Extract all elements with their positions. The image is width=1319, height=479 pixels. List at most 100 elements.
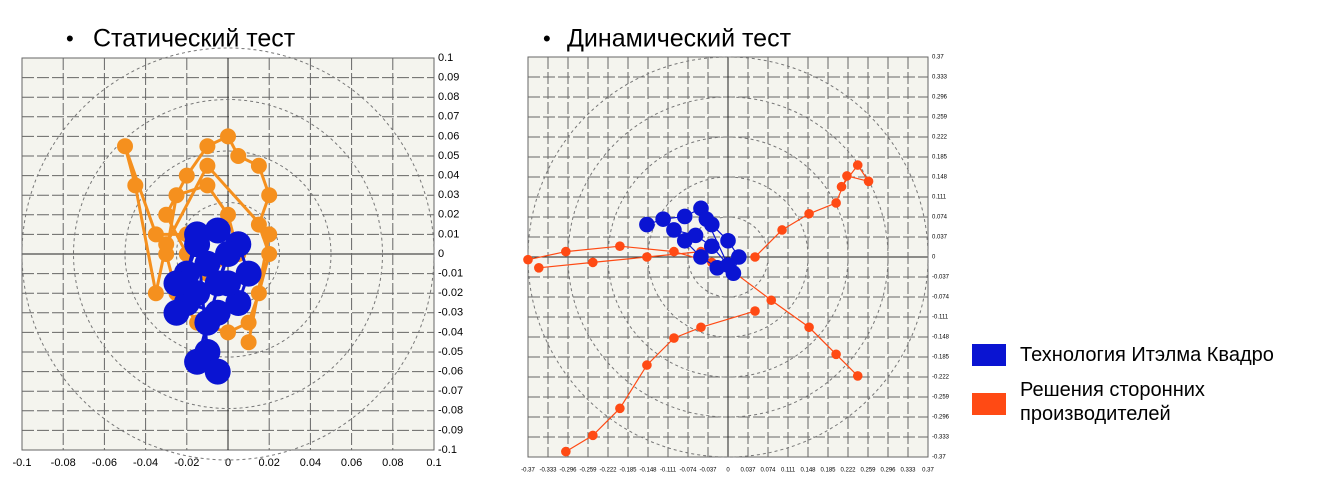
point — [240, 314, 257, 331]
ring — [647, 176, 809, 338]
point — [250, 157, 267, 174]
x-tick-label: 0.259 — [860, 468, 876, 474]
point — [147, 285, 164, 302]
y-tick-label: 0.03 — [438, 189, 459, 201]
point — [184, 348, 211, 375]
x-tick-label: 0.04 — [300, 457, 321, 469]
x-tick-label: -0.222 — [599, 468, 617, 474]
point — [698, 211, 715, 227]
y-tick-label: -0.074 — [932, 295, 950, 301]
y-tick-label: -0.185 — [932, 355, 950, 361]
x-tick-label: 0.296 — [880, 468, 896, 474]
point — [127, 177, 144, 194]
point — [804, 208, 814, 219]
point — [687, 227, 704, 244]
point — [220, 324, 236, 341]
point — [766, 295, 777, 306]
bullet: • — [66, 26, 74, 51]
y-tick-label: -0.148 — [932, 335, 950, 341]
point — [230, 148, 247, 164]
point — [215, 241, 241, 267]
point — [225, 290, 252, 316]
chart-title: Статический тест — [93, 25, 296, 53]
point — [842, 171, 852, 181]
y-tick-label: -0.04 — [438, 326, 463, 338]
point — [184, 280, 211, 307]
point — [720, 232, 736, 249]
point — [194, 250, 221, 277]
x-tick-label: 0.06 — [341, 457, 362, 469]
x-tick-label: 0.08 — [382, 457, 403, 469]
x-tick-label: -0.185 — [619, 468, 637, 474]
x-tick-label: -0.02 — [174, 457, 199, 469]
y-tick-label: -0.05 — [438, 346, 463, 358]
bullet: • — [543, 26, 551, 51]
point — [199, 157, 216, 174]
point — [693, 249, 709, 265]
x-tick-label: 0.333 — [900, 468, 916, 474]
point — [831, 349, 841, 360]
y-tick-label: -0.333 — [932, 435, 950, 441]
ring — [73, 99, 383, 409]
point — [163, 270, 190, 297]
point — [588, 430, 598, 441]
y-tick-label: 0.09 — [438, 72, 459, 84]
y-tick-label: 0.04 — [438, 170, 459, 182]
ring — [21, 47, 435, 461]
point — [676, 208, 693, 225]
point — [204, 358, 231, 385]
y-tick-label: 0.074 — [932, 215, 948, 221]
y-tick-label: -0.03 — [438, 307, 463, 319]
point — [804, 322, 814, 333]
y-tick-label: -0.1 — [438, 444, 457, 456]
x-tick-label: -0.259 — [579, 468, 597, 474]
y-tick-label: -0.02 — [438, 287, 463, 299]
point — [199, 138, 216, 155]
point — [669, 333, 679, 343]
point — [250, 285, 267, 302]
x-tick-label: -0.04 — [133, 457, 158, 469]
point — [163, 299, 190, 326]
x-tick-label: -0.08 — [51, 457, 76, 469]
y-tick-label: 0.01 — [438, 228, 459, 240]
point — [669, 246, 679, 257]
point — [655, 211, 671, 227]
y-tick-label: 0.222 — [932, 135, 948, 141]
legend-swatch — [972, 344, 1006, 366]
x-tick-label: -0.333 — [539, 468, 557, 474]
point — [852, 160, 863, 170]
point — [178, 167, 195, 184]
point — [168, 187, 185, 204]
y-tick-label: 0.333 — [932, 75, 948, 81]
x-tick-label: 0.37 — [922, 468, 934, 474]
y-tick-label: -0.037 — [932, 275, 950, 281]
point — [777, 225, 787, 235]
y-tick-label: -0.08 — [438, 405, 463, 417]
ring — [687, 216, 769, 298]
point — [731, 249, 747, 265]
y-tick-label: -0.111 — [932, 315, 949, 321]
point — [199, 177, 216, 194]
x-tick-label: -0.074 — [679, 468, 697, 474]
y-tick-label: 0.1 — [438, 52, 453, 64]
y-tick-label: 0.148 — [932, 175, 948, 181]
point — [696, 322, 706, 333]
point — [220, 128, 236, 145]
point — [615, 241, 625, 251]
point — [863, 176, 874, 187]
ring — [607, 136, 849, 378]
chart-title: Динамический тест — [567, 25, 792, 53]
y-tick-label: -0.296 — [932, 415, 950, 421]
x-tick-label: -0.037 — [699, 468, 717, 474]
y-tick-label: 0.06 — [438, 130, 459, 142]
y-tick-label: -0.06 — [438, 366, 463, 378]
y-tick-label: -0.37 — [932, 455, 946, 461]
point — [831, 198, 841, 208]
point — [703, 238, 720, 254]
point — [852, 371, 863, 381]
point — [220, 206, 236, 223]
y-tick-label: 0.296 — [932, 95, 948, 101]
y-tick-label: 0.08 — [438, 91, 459, 103]
